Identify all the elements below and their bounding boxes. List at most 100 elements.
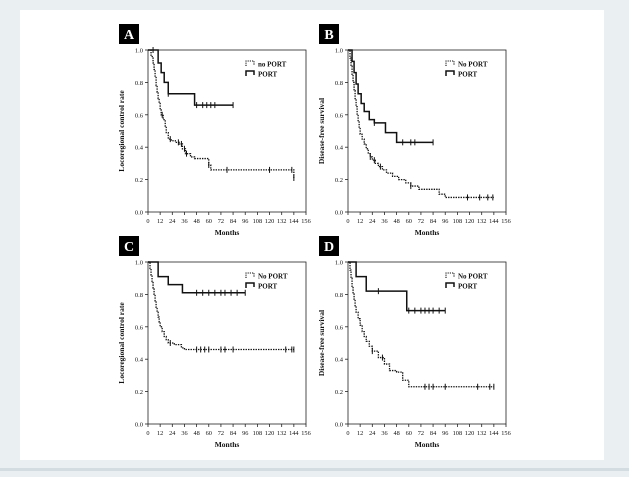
x-tick-label: 84 <box>430 430 437 437</box>
y-tick-label: 0.4 <box>335 357 344 364</box>
y-tick-label: 0.6 <box>335 112 344 119</box>
y-tick-label: 0.4 <box>135 145 144 152</box>
legend-label: PORT <box>458 283 478 291</box>
legend-swatch <box>445 70 455 76</box>
x-tick-label: 108 <box>253 430 262 437</box>
x-axis-label: Months <box>215 440 240 449</box>
series-port <box>148 47 234 109</box>
y-tick-label: 0.8 <box>135 80 143 87</box>
panel-label-badge <box>119 236 139 256</box>
x-tick-label: 12 <box>357 218 363 225</box>
x-tick-label: 156 <box>501 218 510 225</box>
panel-c: C0.00.20.40.60.81.00 12 24 36 48 60 72 84 96 108 1… <box>117 236 311 449</box>
y-tick-label: 0.8 <box>135 292 143 299</box>
series-port-line <box>148 261 246 294</box>
x-tick-label: 12 <box>357 430 363 437</box>
x-tick-label: 108 <box>453 218 462 225</box>
x-tick-label: 144 <box>489 430 499 437</box>
x-tick-label: 144 <box>289 218 299 225</box>
legend-label: No PORT <box>458 273 488 281</box>
x-tick-label: 96 <box>442 218 448 225</box>
y-axis-label: Locoregional control rate <box>117 90 126 172</box>
x-tick-label: 36 <box>381 430 387 437</box>
y-axis-label: Locoregional control rate <box>117 302 126 384</box>
legend-label: No PORT <box>458 61 488 69</box>
x-tick-label: 48 <box>193 430 199 437</box>
x-tick-label: 156 <box>501 430 510 437</box>
x-tick-label: 84 <box>430 218 437 225</box>
x-tick-label: 72 <box>418 430 424 437</box>
x-tick-label: 0 <box>146 218 149 225</box>
series-port <box>148 261 246 296</box>
figure-sheet: A 0.0 0.2 0.4 0.6 0.8 1.0 0 12 24 36 48 60 72 84 96 108 1… <box>20 10 604 460</box>
x-tick-label: 48 <box>193 218 199 225</box>
legend-swatch <box>445 60 455 66</box>
y-tick-label: 1.0 <box>135 260 143 267</box>
x-tick-label: 36 <box>181 218 187 225</box>
series-no-port-line <box>148 261 294 351</box>
x-tick-label: 24 <box>369 218 376 225</box>
x-tick-label: 132 <box>277 430 286 437</box>
legend: No PORT PORT <box>245 272 288 291</box>
series-no-port <box>348 261 495 390</box>
x-tick-label: 0 <box>146 430 149 437</box>
x-tick-label: 12 <box>157 218 163 225</box>
x-tick-label: 60 <box>406 430 412 437</box>
x-tick-label: 144 <box>489 218 499 225</box>
x-tick-label: 60 <box>206 218 212 225</box>
series-no-port <box>148 261 295 353</box>
panel-b: B0.00.20.40.60.81.00 12 24 36 48 60 72 84 96 108 1… <box>317 24 511 237</box>
y-tick-label: 1.0 <box>335 260 343 267</box>
legend: No PORT PORT <box>445 272 488 291</box>
series-port-line <box>348 49 434 144</box>
y-tick-label: 0.0 <box>335 422 343 429</box>
y-tick-label: 0.8 <box>335 292 343 299</box>
panel-label: A <box>124 28 135 43</box>
legend-swatch <box>245 282 255 288</box>
y-axis-label: Disease-free survival <box>317 98 326 164</box>
x-tick-label: 24 <box>369 430 376 437</box>
x-tick-label: 48 <box>393 430 399 437</box>
y-tick-label: 0.6 <box>135 112 144 119</box>
series-no-port-line <box>348 261 494 388</box>
x-tick-label: 84 <box>230 430 237 437</box>
x-tick-label: 60 <box>406 218 412 225</box>
x-tick-label: 120 <box>465 218 474 225</box>
plot-frame <box>147 49 307 213</box>
plot-frame <box>147 261 307 425</box>
x-tick-label: 24 <box>169 218 176 225</box>
panel-label-badge <box>319 24 339 44</box>
legend-swatch <box>445 272 455 278</box>
x-tick-label: 96 <box>242 218 248 225</box>
x-tick-label: 96 <box>442 430 448 437</box>
y-tick-label: 1.0 <box>135 48 143 55</box>
legend: No PORT PORT <box>445 60 488 79</box>
legend-swatch <box>245 272 255 278</box>
panel-label-badge <box>319 236 339 256</box>
x-tick-label: 24 <box>169 430 176 437</box>
y-tick-label: 0.2 <box>135 389 143 396</box>
panel-label: D <box>324 240 334 255</box>
x-tick-label: 120 <box>265 218 274 225</box>
x-axis-label: Months <box>215 228 240 237</box>
bottom-divider <box>0 468 629 471</box>
y-tick-label: 0.2 <box>135 177 143 184</box>
series-port <box>348 261 446 314</box>
series-port-line <box>348 261 446 312</box>
plot-frame <box>347 49 507 213</box>
x-tick-label: 72 <box>218 430 224 437</box>
x-tick-label: 108 <box>253 218 262 225</box>
panel-d: D0.00.20.40.60.81.00 12 24 36 48 60 72 84 96 108 1… <box>317 236 511 449</box>
y-tick-label: 0.4 <box>135 357 144 364</box>
figure-svg: A0.00.20.40.60.81.00 12 24 36 48 60 72 84 96 108 1… <box>117 24 511 449</box>
x-tick-label: 72 <box>218 218 224 225</box>
panel-a: A0.00.20.40.60.81.00 12 24 36 48 60 72 84 96 108 1… <box>117 24 311 237</box>
x-tick-label: 72 <box>418 218 424 225</box>
x-tick-label: 36 <box>181 430 187 437</box>
x-tick-label: 156 <box>301 430 310 437</box>
x-tick-label: 48 <box>393 218 399 225</box>
series-no-port <box>148 49 295 181</box>
plot-frame <box>347 261 507 425</box>
legend-label: No PORT <box>258 273 288 281</box>
